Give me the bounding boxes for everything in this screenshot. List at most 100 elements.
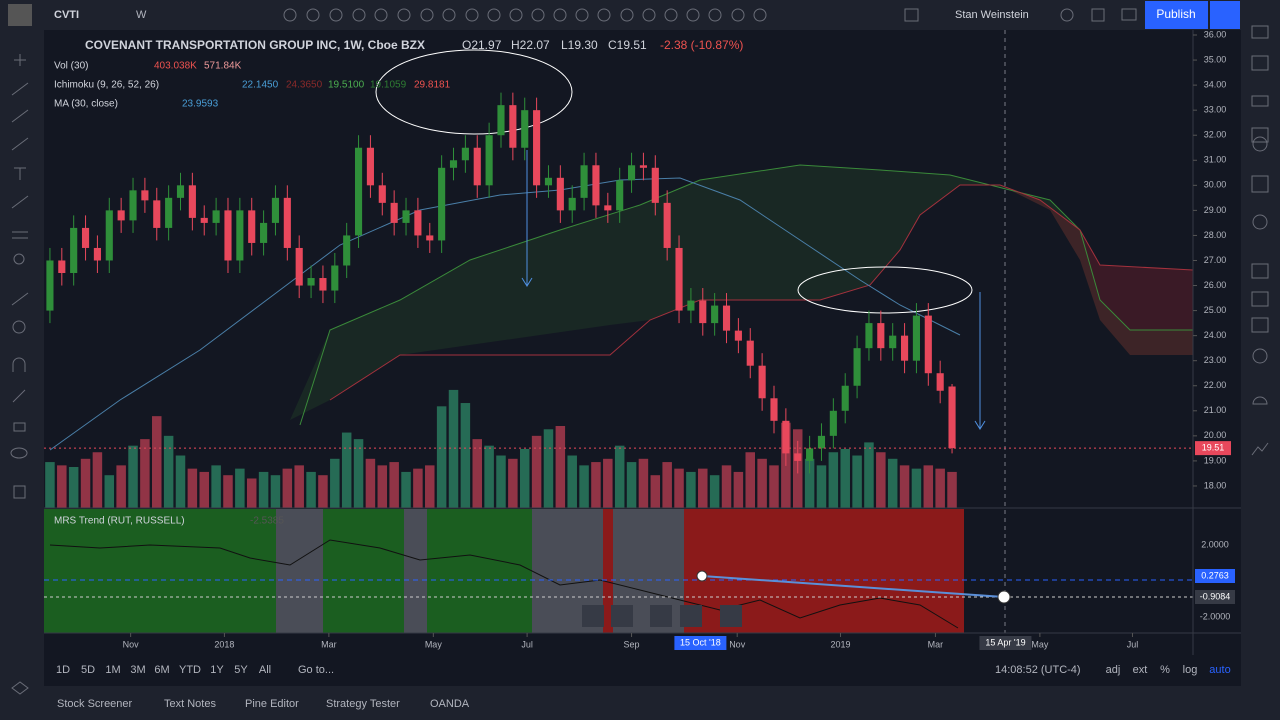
bottom-tab[interactable]: Pine Editor xyxy=(245,698,299,710)
range-button[interactable]: YTD xyxy=(179,664,201,676)
candle-body xyxy=(81,227,90,248)
volume-bar xyxy=(674,468,684,508)
range-button[interactable]: 1Y xyxy=(210,664,224,676)
candle-body xyxy=(651,167,659,203)
goto-button[interactable]: Go to... xyxy=(298,664,334,676)
volume-bar xyxy=(116,465,126,508)
user-name[interactable]: Stan Weinstein xyxy=(955,9,1029,21)
volume-bar xyxy=(579,465,589,508)
bottom-tabs: Stock Screener Text Notes Pine Editor Strat… xyxy=(57,698,470,710)
study-value: 23.9593 xyxy=(182,99,219,110)
candle-body xyxy=(901,335,909,361)
bottom-tab[interactable]: Stock Screener xyxy=(57,698,133,710)
volume-bar xyxy=(318,475,328,508)
range-button[interactable]: 1M xyxy=(105,664,120,676)
volume-bar xyxy=(864,442,874,508)
clock: 14:08:52 (UTC-4) xyxy=(995,664,1081,676)
volume-bar xyxy=(662,462,672,508)
candle-body xyxy=(117,210,125,221)
bottom-tab[interactable]: OANDA xyxy=(430,698,470,710)
publish-menu[interactable] xyxy=(1210,1,1240,29)
volume-bar xyxy=(519,448,530,508)
bottom-tab[interactable]: Strategy Tester xyxy=(326,698,400,710)
candle-body xyxy=(746,340,754,366)
annotation-arrow xyxy=(974,292,986,430)
trend-zone xyxy=(603,509,613,633)
indicator-name: MRS Trend (RUT, RUSSELL) xyxy=(54,516,185,527)
candle-body xyxy=(639,165,647,168)
candle-body xyxy=(46,260,54,311)
candle-body xyxy=(438,167,446,241)
candle-body xyxy=(782,420,790,454)
candle-body xyxy=(936,373,944,391)
volume-bar xyxy=(733,471,744,508)
volume-bar xyxy=(543,429,554,508)
symbol[interactable]: CVTI xyxy=(54,9,79,21)
candle-body xyxy=(580,165,588,198)
volume-bar xyxy=(852,455,862,508)
volume-bar xyxy=(626,462,637,508)
x-tick-label: Jul xyxy=(521,639,533,649)
date-badge xyxy=(674,636,727,650)
volume-bar xyxy=(816,465,827,508)
volume-bar xyxy=(152,416,162,508)
scale-option[interactable]: ext xyxy=(1133,664,1148,676)
volume-bar xyxy=(223,475,233,508)
trend-handle[interactable] xyxy=(997,590,1011,604)
crosshair-badge xyxy=(1195,590,1235,604)
candle-body xyxy=(675,247,683,311)
y-tick-label: 19.00 xyxy=(1204,455,1227,465)
candle-body xyxy=(699,300,707,324)
volume-bar xyxy=(294,465,304,508)
scale-option[interactable]: log xyxy=(1183,664,1198,676)
reset[interactable] xyxy=(720,605,742,627)
avatar[interactable] xyxy=(8,4,32,26)
scroll-right[interactable] xyxy=(680,605,702,627)
mrs-axis: 2.0000 0.2763 -0.9084 -2.0000 xyxy=(1195,539,1235,621)
study-value: 571.84K xyxy=(204,61,242,72)
y-tick-label: 30.00 xyxy=(1204,180,1227,190)
range-button[interactable]: 6M xyxy=(154,664,169,676)
range-button[interactable]: 3M xyxy=(130,664,145,676)
candle-body xyxy=(93,247,101,261)
candle-body xyxy=(533,110,541,186)
study-value: 19.5100 xyxy=(328,80,365,91)
candle-body xyxy=(521,110,529,148)
x-tick-label: May xyxy=(425,639,443,649)
y-tick-label: 35.00 xyxy=(1204,54,1227,64)
candle-body xyxy=(627,165,636,181)
candle-body xyxy=(449,160,458,168)
range-button[interactable]: 5D xyxy=(81,664,95,676)
interval[interactable]: W xyxy=(136,9,147,21)
mrs-line xyxy=(49,539,959,629)
volume-bar xyxy=(698,468,708,508)
volume-bar xyxy=(353,439,364,508)
range-button[interactable]: 1D xyxy=(56,664,70,676)
volume-bar xyxy=(389,462,399,508)
y-tick-label: 31.00 xyxy=(1204,155,1227,165)
scale-option[interactable]: adj xyxy=(1106,664,1121,676)
volume-bar xyxy=(57,465,67,508)
publish-button[interactable] xyxy=(1145,1,1208,29)
mrs-pane: MRS Trend (RUT, RUSSELL) -2.5385 xyxy=(44,509,1193,633)
scale-option[interactable]: auto xyxy=(1209,664,1230,676)
volume-bar xyxy=(508,458,518,508)
range-button[interactable]: 5Y xyxy=(234,664,248,676)
zoom-in[interactable] xyxy=(611,605,633,627)
scroll-left[interactable] xyxy=(650,605,672,627)
scale-option[interactable]: % xyxy=(1160,664,1170,676)
candle-body xyxy=(319,278,327,291)
range-button[interactable]: All xyxy=(259,664,271,676)
zoom-out[interactable] xyxy=(582,605,604,627)
x-tick-label: Jul xyxy=(1127,639,1139,649)
bottom-tab[interactable]: Text Notes xyxy=(164,698,216,710)
volume-bar xyxy=(911,468,922,508)
date-badge xyxy=(979,636,1032,650)
trend-handle[interactable] xyxy=(696,570,708,582)
study-value: 22.1450 xyxy=(242,80,279,91)
trend-zone xyxy=(44,509,276,633)
drawing-tools xyxy=(10,54,29,695)
candle-body xyxy=(271,197,280,223)
publish-label[interactable]: Publish xyxy=(1156,7,1195,21)
volume-bar xyxy=(104,475,115,508)
